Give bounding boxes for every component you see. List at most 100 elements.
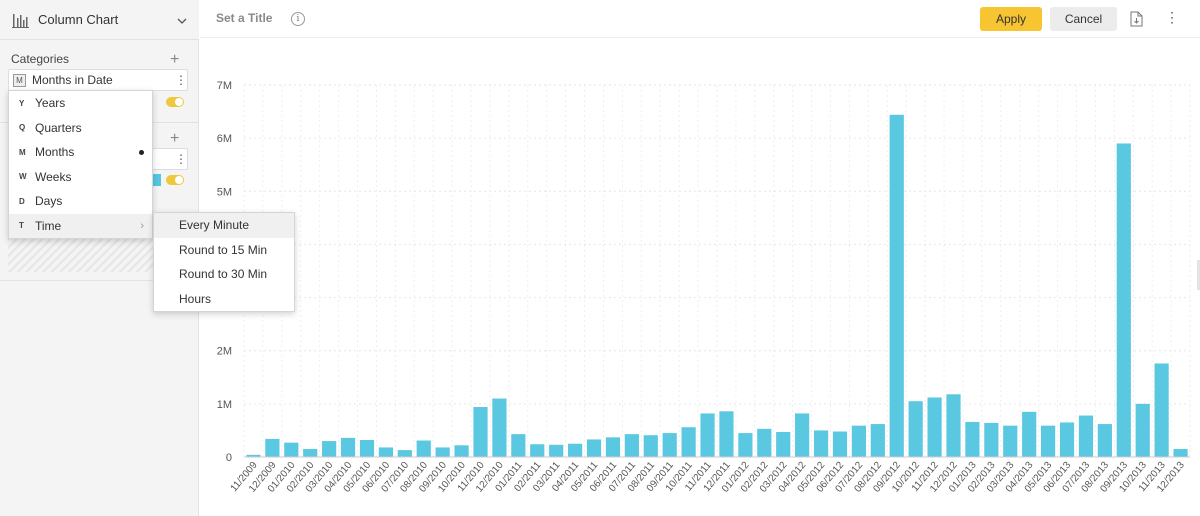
bar [586, 439, 602, 457]
bar [1173, 449, 1188, 457]
category-field[interactable]: M Months in Date ⋮ [8, 69, 188, 91]
submenu-item-every-minute[interactable]: Every Minute [154, 213, 294, 238]
add-value-icon[interactable]: + [170, 130, 180, 147]
column-chart: 01M2M3M4M5M6M7M11/200912/200901/201002/2… [217, 80, 1191, 495]
bar [1154, 363, 1169, 457]
bar [1041, 425, 1056, 457]
menu-item-days[interactable]: D Days [9, 189, 152, 214]
bar [757, 428, 772, 457]
chevron-right-icon: › [140, 219, 144, 232]
menu-item-weeks[interactable]: W Weeks [9, 165, 152, 190]
category-toggle[interactable] [166, 97, 184, 107]
bar [340, 437, 356, 457]
menu-item-label: Months [35, 145, 75, 160]
bar [605, 437, 621, 457]
column-chart-icon [12, 13, 29, 28]
menu-item-time[interactable]: T Time › [9, 213, 152, 238]
cancel-button[interactable]: Cancel [1050, 7, 1117, 31]
bar [284, 442, 299, 457]
bar [1135, 403, 1150, 457]
bar [265, 438, 280, 457]
bar [454, 445, 469, 457]
bar [984, 422, 999, 457]
bar [719, 411, 734, 457]
menu-key: Q [19, 123, 26, 133]
bar [738, 433, 753, 457]
bar [813, 430, 829, 457]
submenu-item-hours[interactable]: Hours [179, 291, 212, 306]
bar [435, 447, 450, 457]
bar [795, 413, 810, 457]
bar [1097, 424, 1112, 457]
bar [1059, 422, 1075, 457]
bar [530, 444, 545, 457]
bar [1022, 411, 1037, 457]
bar [492, 398, 507, 457]
menu-key: D [19, 196, 25, 206]
field-options-icon[interactable]: ⋮ [175, 73, 187, 87]
category-field-label: Months in Date [32, 73, 113, 87]
bar [643, 435, 658, 457]
info-icon[interactable]: i [291, 12, 305, 26]
bar [851, 425, 866, 457]
menu-item-quarters[interactable]: Q Quarters [9, 116, 152, 141]
bar [303, 449, 318, 457]
y-tick-label: 1M [217, 399, 232, 411]
menu-item-months[interactable]: M Months [9, 140, 152, 165]
y-tick-label: 2M [217, 346, 232, 358]
menu-key: M [19, 147, 26, 157]
menu-key: T [19, 221, 24, 231]
bar [397, 450, 412, 457]
bar [549, 444, 564, 457]
bar [700, 413, 715, 457]
bar [946, 394, 961, 457]
bar [832, 431, 848, 457]
menu-item-label: Weeks [35, 169, 72, 184]
menu-item-label: Years [35, 96, 66, 111]
chart-title-placeholder[interactable]: Set a Title [216, 11, 273, 25]
menu-key: W [19, 172, 27, 182]
bar [1003, 425, 1018, 457]
bar [359, 439, 375, 457]
chart-header: Set a Title i Apply Cancel ⋮ [200, 0, 1200, 38]
value-toggle[interactable] [166, 175, 184, 185]
y-tick-label: 6M [217, 133, 232, 145]
chart-type-label: Column Chart [38, 12, 119, 27]
selected-dot-icon [139, 149, 144, 155]
bar [322, 441, 337, 457]
chevron-down-icon[interactable] [177, 13, 187, 27]
bar [927, 397, 942, 457]
time-submenu: Every Minute Round to 15 Min Round to 30… [153, 212, 295, 312]
bar [889, 114, 904, 457]
bar [416, 440, 431, 457]
scrollbar[interactable] [1197, 260, 1200, 290]
bar [870, 424, 885, 457]
chart-type-selector[interactable]: Column Chart [0, 0, 199, 40]
y-tick-label: 5M [217, 186, 232, 198]
more-options-icon[interactable]: ⋮ [1165, 9, 1179, 25]
section-divider-2 [0, 280, 199, 281]
menu-item-label: Quarters [35, 120, 82, 135]
chart-area: 01M2M3M4M5M6M7M11/200912/200901/201002/2… [200, 40, 1200, 516]
bar [681, 427, 696, 457]
y-tick-label: 0 [226, 452, 232, 464]
menu-key: Y [19, 98, 25, 108]
export-file-icon[interactable] [1130, 11, 1143, 27]
submenu-item-round-30[interactable]: Round to 30 Min [179, 267, 268, 282]
value-field-options-icon[interactable]: ⋮ [175, 152, 187, 166]
add-category-icon[interactable]: + [170, 51, 180, 68]
bar [378, 447, 393, 457]
bar [1078, 415, 1094, 457]
menu-item-years[interactable]: Y Years [9, 91, 152, 116]
submenu-item-round-15[interactable]: Round to 15 Min [179, 242, 268, 257]
date-granularity-menu: Y Years Q Quarters M Months W Weeks D Da… [8, 90, 153, 239]
apply-button[interactable]: Apply [980, 7, 1042, 31]
y-tick-label: 7M [217, 80, 232, 92]
bar [568, 443, 583, 457]
bar [246, 454, 261, 457]
bar [473, 407, 488, 457]
bar [624, 434, 639, 457]
bar [776, 432, 791, 457]
bar [965, 421, 980, 457]
